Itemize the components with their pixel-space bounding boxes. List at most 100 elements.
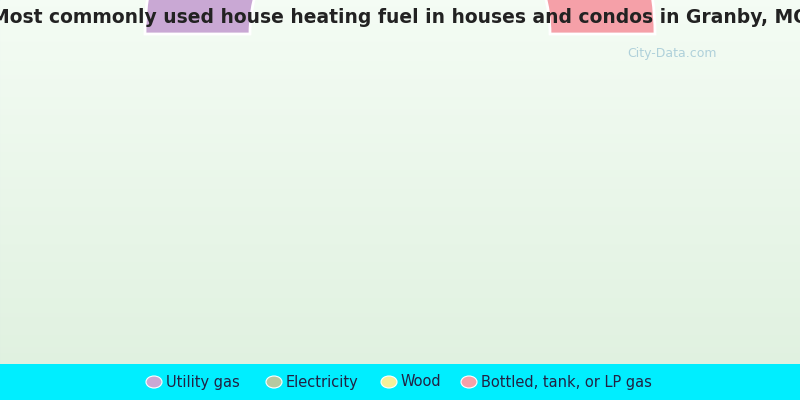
Bar (0, 99, 800, 100)
Bar (0, 337, 800, 338)
Bar (0, 40, 800, 41)
Bar (0, 159, 800, 160)
Bar (0, 175, 800, 176)
Bar (0, 102, 800, 103)
Bar (0, 186, 800, 187)
Bar (0, 303, 800, 304)
Bar (0, 339, 800, 340)
Bar (0, 189, 800, 190)
Bar (0, 90, 800, 91)
Bar (0, 220, 800, 221)
Bar (0, 272, 800, 273)
Bar (0, 184, 800, 185)
Bar (0, 143, 800, 144)
Bar (0, 66, 800, 67)
Bar (0, 65, 800, 66)
Bar (0, 260, 800, 261)
Bar (0, 91, 800, 92)
Bar (0, 141, 800, 142)
Bar (0, 166, 800, 167)
Bar (0, 42, 800, 43)
Bar (0, 280, 800, 281)
Bar (0, 3, 800, 4)
Bar (0, 144, 800, 145)
Bar (0, 199, 800, 200)
Bar (0, 351, 800, 352)
Bar (0, 170, 800, 171)
Bar (0, 83, 800, 84)
Bar (0, 246, 800, 247)
Bar (0, 107, 800, 108)
Bar (0, 127, 800, 128)
Bar (0, 152, 800, 153)
Bar (0, 156, 800, 157)
Bar (0, 309, 800, 310)
Bar (0, 344, 800, 345)
Bar (0, 115, 800, 116)
Bar (0, 178, 800, 179)
Bar (0, 55, 800, 56)
Bar (0, 313, 800, 314)
Bar (0, 179, 800, 180)
Bar (0, 202, 800, 203)
Bar (0, 273, 800, 274)
Bar (0, 125, 800, 126)
Bar (0, 52, 800, 53)
Bar (0, 29, 800, 30)
Bar (0, 113, 800, 114)
Bar (0, 172, 800, 173)
Bar (0, 106, 800, 107)
Bar (0, 64, 800, 65)
Bar (0, 230, 800, 231)
Bar (0, 26, 800, 27)
Bar (0, 197, 800, 198)
Bar (0, 201, 800, 202)
Bar (0, 205, 800, 206)
Bar (0, 282, 800, 283)
Bar (0, 245, 800, 246)
Bar (0, 217, 800, 218)
Bar (0, 299, 800, 300)
Bar (0, 276, 800, 277)
Bar (0, 210, 800, 211)
Bar (0, 174, 800, 175)
Bar (0, 41, 800, 42)
Bar (0, 180, 800, 181)
Bar (0, 279, 800, 280)
Bar (0, 251, 800, 252)
Bar (0, 190, 800, 191)
Bar (0, 85, 800, 86)
Bar (0, 121, 800, 122)
Bar (0, 10, 800, 11)
Bar (0, 316, 800, 317)
Bar (0, 354, 800, 355)
Bar (0, 320, 800, 321)
Bar (0, 5, 800, 6)
Bar (0, 168, 800, 169)
Text: Most commonly used house heating fuel in houses and condos in Granby, MO: Most commonly used house heating fuel in… (0, 8, 800, 27)
Bar (0, 324, 800, 325)
Bar (0, 360, 800, 361)
Bar (0, 322, 800, 323)
Text: City-Data.com: City-Data.com (627, 48, 717, 60)
Bar (0, 328, 800, 329)
Bar (0, 87, 800, 88)
Bar (0, 347, 800, 348)
Bar (0, 321, 800, 322)
Bar (0, 353, 800, 354)
Bar (0, 263, 800, 264)
Bar (0, 79, 800, 80)
Bar (0, 361, 800, 362)
Bar (0, 0, 800, 1)
Wedge shape (145, 0, 347, 34)
Bar (0, 142, 800, 143)
Bar (0, 291, 800, 292)
Bar (0, 93, 800, 94)
Bar (0, 262, 800, 263)
Bar (0, 48, 800, 49)
Bar (0, 35, 800, 36)
Bar (0, 196, 800, 197)
Bar (0, 250, 800, 251)
Bar (0, 56, 800, 57)
Bar (0, 302, 800, 303)
